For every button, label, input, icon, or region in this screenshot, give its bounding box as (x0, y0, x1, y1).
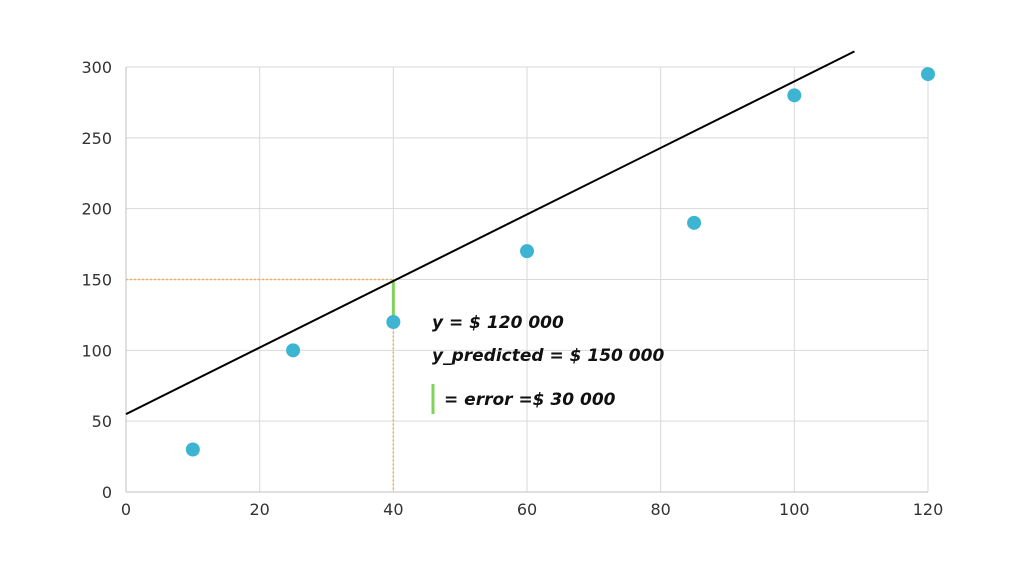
data-point (520, 244, 534, 259)
annotation-actual: y = $ 120 000 (432, 313, 564, 333)
data-point (386, 315, 401, 329)
y-tick-label: 250 (81, 129, 112, 148)
x-tick-label: 80 (650, 500, 670, 519)
x-tick-label: 60 (517, 500, 537, 519)
y-tick-label: 150 (81, 271, 112, 290)
tick-labels: 0 50 100 150 200 250 300 0 20 40 60 80 100 120 (81, 58, 943, 519)
data-points (185, 67, 935, 457)
regression-line-group (125, 50, 855, 415)
x-tick-label: 0 (121, 500, 131, 519)
data-point (687, 215, 702, 230)
x-tick-label: 120 (913, 500, 944, 519)
x-tick-label: 20 (249, 500, 269, 519)
guide-lines (126, 278, 395, 492)
y-tick-label: 50 (92, 412, 112, 431)
y-tick-label: 0 (102, 483, 112, 502)
annotation-predicted: y_predicted = $ 150 000 (432, 346, 664, 366)
data-point (787, 88, 802, 103)
data-point (921, 67, 935, 82)
regression-line (125, 50, 855, 415)
data-point (185, 442, 200, 457)
y-tick-label: 100 (81, 341, 112, 360)
axes (125, 67, 928, 493)
x-tick-label: 100 (779, 500, 810, 519)
data-point (286, 343, 301, 358)
y-tick-label: 200 (81, 200, 112, 219)
annotations: y = $ 120 000 y_predicted = $ 150 000 = … (431, 313, 664, 414)
annotation-error: = error =$ 30 000 (444, 390, 616, 410)
y-tick-label: 300 (81, 58, 112, 77)
x-tick-label: 40 (383, 500, 403, 519)
